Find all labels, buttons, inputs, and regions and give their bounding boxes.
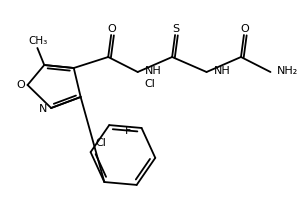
Text: CH₃: CH₃ — [29, 36, 48, 46]
Text: NH₂: NH₂ — [277, 66, 299, 76]
Text: F: F — [125, 126, 132, 136]
Text: S: S — [172, 24, 180, 34]
Text: O: O — [16, 80, 25, 90]
Text: NH: NH — [213, 66, 230, 76]
Text: O: O — [241, 24, 249, 34]
Text: O: O — [108, 24, 116, 34]
Text: NH: NH — [145, 66, 161, 76]
Text: N: N — [39, 104, 48, 114]
Text: Cl: Cl — [95, 138, 106, 148]
Text: Cl: Cl — [145, 79, 155, 89]
